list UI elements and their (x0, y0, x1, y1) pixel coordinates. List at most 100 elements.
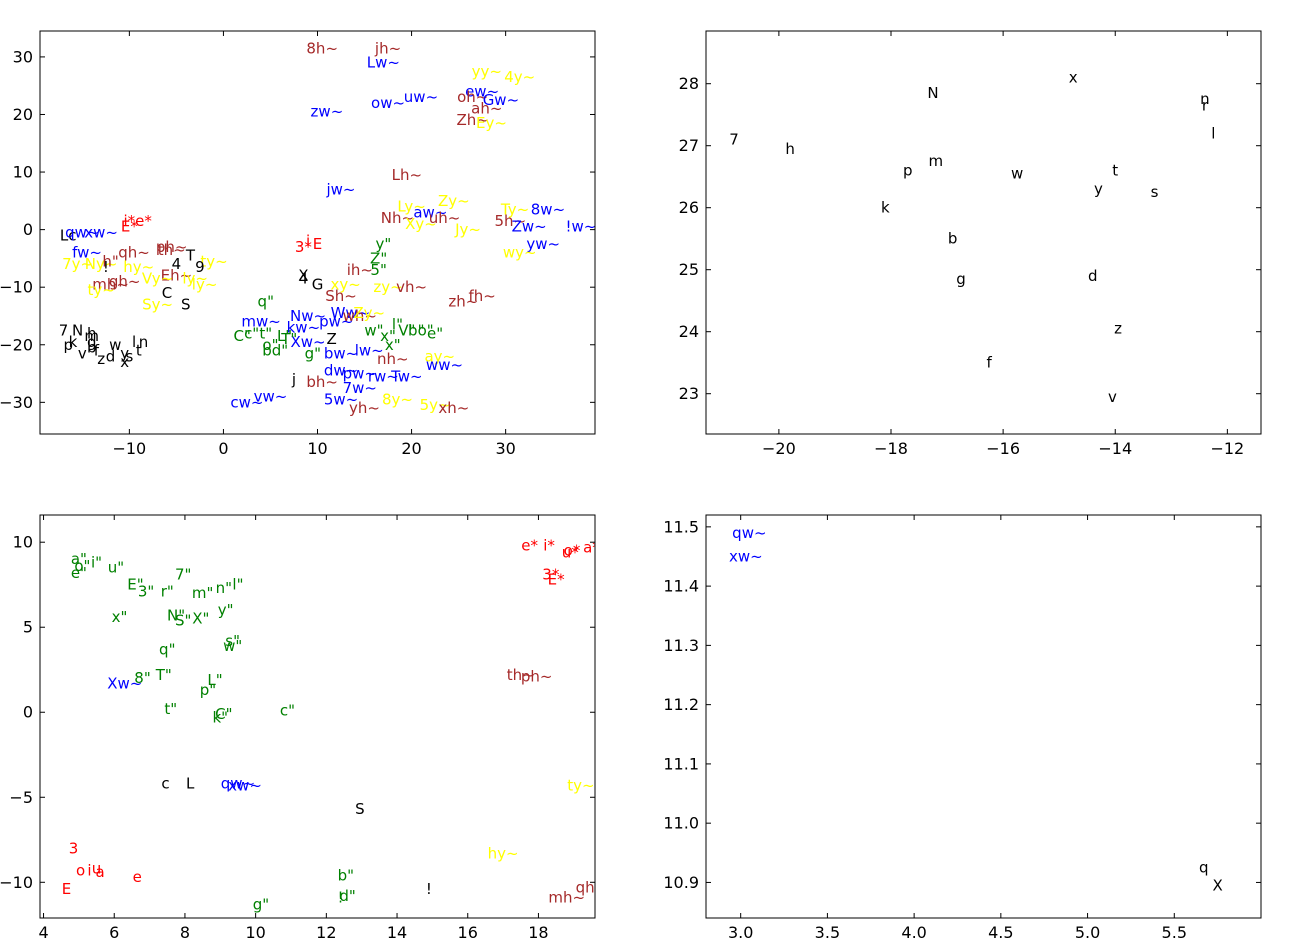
point-label: n" (216, 579, 232, 597)
y-tick-label: 26 (679, 198, 699, 217)
point-label: v (1108, 388, 1117, 406)
x-tick-label: 5.5 (1162, 923, 1187, 942)
point-label: s (125, 347, 133, 365)
point-label: X" (192, 610, 209, 628)
point-label: m (84, 327, 99, 345)
point-label: ay~ (424, 347, 455, 365)
point-label: s (1151, 183, 1159, 201)
point-label: 3* (295, 238, 313, 256)
point-label: ly~ (192, 275, 218, 293)
point-label: G (312, 275, 324, 293)
point-label: ly~ (182, 270, 208, 288)
point-label: h" (102, 252, 118, 270)
point-label: T (185, 247, 196, 265)
point-label: x (120, 353, 129, 371)
point-label: x (1069, 69, 1078, 87)
point-label: xw~ (84, 224, 118, 242)
point-label: l (132, 333, 136, 351)
point-label: qw~ (221, 775, 255, 793)
point-label: ww~ (426, 356, 463, 374)
y-tick-label: 5 (23, 618, 33, 637)
point-label: Z (326, 330, 336, 348)
point-label: a* (583, 538, 600, 556)
point-label: L (186, 775, 195, 793)
point-label: Lc (60, 226, 77, 244)
point-label: u (92, 860, 102, 878)
point-label: p (903, 162, 913, 180)
x-tick-label: 0 (218, 439, 228, 458)
scatter-panel-top-left: 8h~ jh~Lw~ yy~ 4y~ew~uw~ oh~Gw~ow~ ah~zw~ Zh~E… (0, 30, 596, 458)
point-label: y (1094, 180, 1103, 198)
point-label: Ly~ (397, 198, 425, 216)
point-label: b (948, 230, 958, 248)
y-tick-label: 11.4 (663, 577, 699, 596)
point-label: d (1088, 267, 1098, 285)
point-label: i (87, 861, 91, 879)
point-label: zh~ (448, 293, 478, 311)
y-tick-label: 11.3 (663, 636, 699, 655)
point-label: bh~ (306, 373, 338, 391)
point-label: w" (223, 637, 242, 655)
y-tick-label: 11.5 (663, 517, 699, 536)
point-label: t (136, 342, 142, 360)
point-label: i (306, 232, 310, 250)
point-label: 4y~ (504, 68, 535, 86)
x-tick-label: 8 (180, 923, 190, 942)
point-label: pw~ (319, 313, 353, 331)
point-label: t (1112, 162, 1118, 180)
point-label: t" (259, 324, 272, 342)
point-label: hy~ (123, 258, 154, 276)
point-label: jh~ (374, 39, 401, 57)
point-label: y" (375, 235, 391, 253)
point-label: g" (253, 895, 269, 913)
x-tick-label: 4.0 (901, 923, 926, 942)
x-tick-label: −18 (874, 439, 908, 458)
y-tick-label: 23 (679, 384, 699, 403)
point-label: aw~ (413, 203, 447, 221)
point-label: E" (127, 576, 143, 594)
point-label: th~ (507, 666, 535, 684)
x-tick-label: −20 (762, 439, 796, 458)
point-label: uw~ (404, 88, 438, 106)
point-label: ty~ (567, 776, 594, 794)
point-label: Ey~ (476, 114, 507, 132)
point-label: S" (175, 611, 191, 629)
point-label: k (881, 199, 890, 217)
point-label: m (929, 152, 944, 170)
x-tick-label: −10 (112, 439, 146, 458)
y-tick-label: −20 (0, 335, 33, 354)
point-label: vw~ (254, 388, 288, 406)
point-label: c" (280, 702, 295, 720)
point-label: ih~ (347, 261, 373, 279)
point-label: x" (380, 327, 396, 345)
y-tick-label: 30 (13, 47, 33, 66)
point-label: 8y~ (382, 390, 413, 408)
x-tick-label: 12 (316, 923, 336, 942)
y-tick-label: −10 (0, 873, 33, 892)
point-label: Zw~ (512, 218, 547, 236)
y-tick-label: 11.1 (663, 754, 699, 773)
point-label: Zy~ (353, 304, 385, 322)
point-label: e* (521, 537, 538, 555)
point-label: Zy~ (438, 192, 470, 210)
point-label: V" (398, 321, 415, 339)
point-label: ! (337, 889, 343, 907)
y-tick-label: 25 (679, 260, 699, 279)
point-label: fh~ (468, 287, 495, 305)
point-label: r" (161, 583, 174, 601)
x-tick-label: 20 (401, 439, 421, 458)
point-label: z (97, 350, 105, 368)
point-label: k (69, 333, 78, 351)
point-label: C (162, 284, 172, 302)
point-label: yw~ (526, 235, 560, 253)
point-label: mw~ (241, 313, 280, 331)
point-label: c (161, 775, 169, 793)
point-label: Jy~ (454, 221, 481, 239)
point-label: 5h~ (495, 212, 527, 230)
point-label: Tw~ (390, 367, 423, 385)
point-label: Nw~ (290, 307, 326, 325)
point-label: kw~ (287, 318, 321, 336)
point-label: ow~ (371, 94, 405, 112)
point-label: oh~ (457, 88, 488, 106)
